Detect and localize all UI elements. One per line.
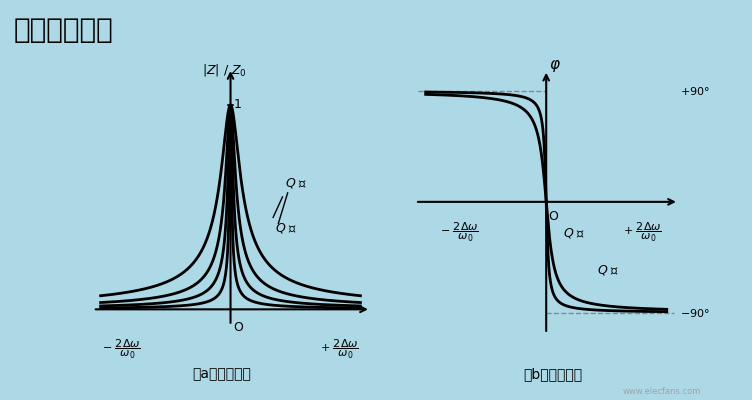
- Text: $Q$ 大: $Q$ 大: [274, 221, 297, 235]
- Text: $-\ \dfrac{2\Delta\omega}{\omega_0}$: $-\ \dfrac{2\Delta\omega}{\omega_0}$: [102, 338, 141, 361]
- Text: 阻抗频率响应: 阻抗频率响应: [14, 16, 114, 44]
- Text: $+\ \dfrac{2\Delta\omega}{\omega_0}$: $+\ \dfrac{2\Delta\omega}{\omega_0}$: [623, 220, 662, 244]
- Text: $|Z|\ /\ Z_0$: $|Z|\ /\ Z_0$: [202, 62, 247, 78]
- Text: $Q$ 小: $Q$ 小: [597, 263, 619, 277]
- Text: （b）相频响应: （b）相频响应: [523, 367, 582, 381]
- Text: O: O: [234, 320, 244, 334]
- Text: $-\ \dfrac{2\Delta\omega}{\omega_0}$: $-\ \dfrac{2\Delta\omega}{\omega_0}$: [440, 220, 479, 244]
- Text: $Q$ 小: $Q$ 小: [285, 176, 308, 190]
- Text: $+\ \dfrac{2\Delta\omega}{\omega_0}$: $+\ \dfrac{2\Delta\omega}{\omega_0}$: [320, 338, 359, 361]
- Text: $-90°$: $-90°$: [681, 307, 710, 319]
- Text: O: O: [549, 210, 559, 224]
- Text: www.elecfans.com: www.elecfans.com: [623, 387, 701, 396]
- Text: $\varphi$: $\varphi$: [549, 58, 560, 74]
- Text: （a）幅频响应: （a）幅频响应: [193, 367, 251, 381]
- Text: $+90°$: $+90°$: [681, 85, 710, 97]
- Text: $Q$ 大: $Q$ 大: [563, 226, 585, 240]
- Text: 1: 1: [234, 98, 241, 112]
